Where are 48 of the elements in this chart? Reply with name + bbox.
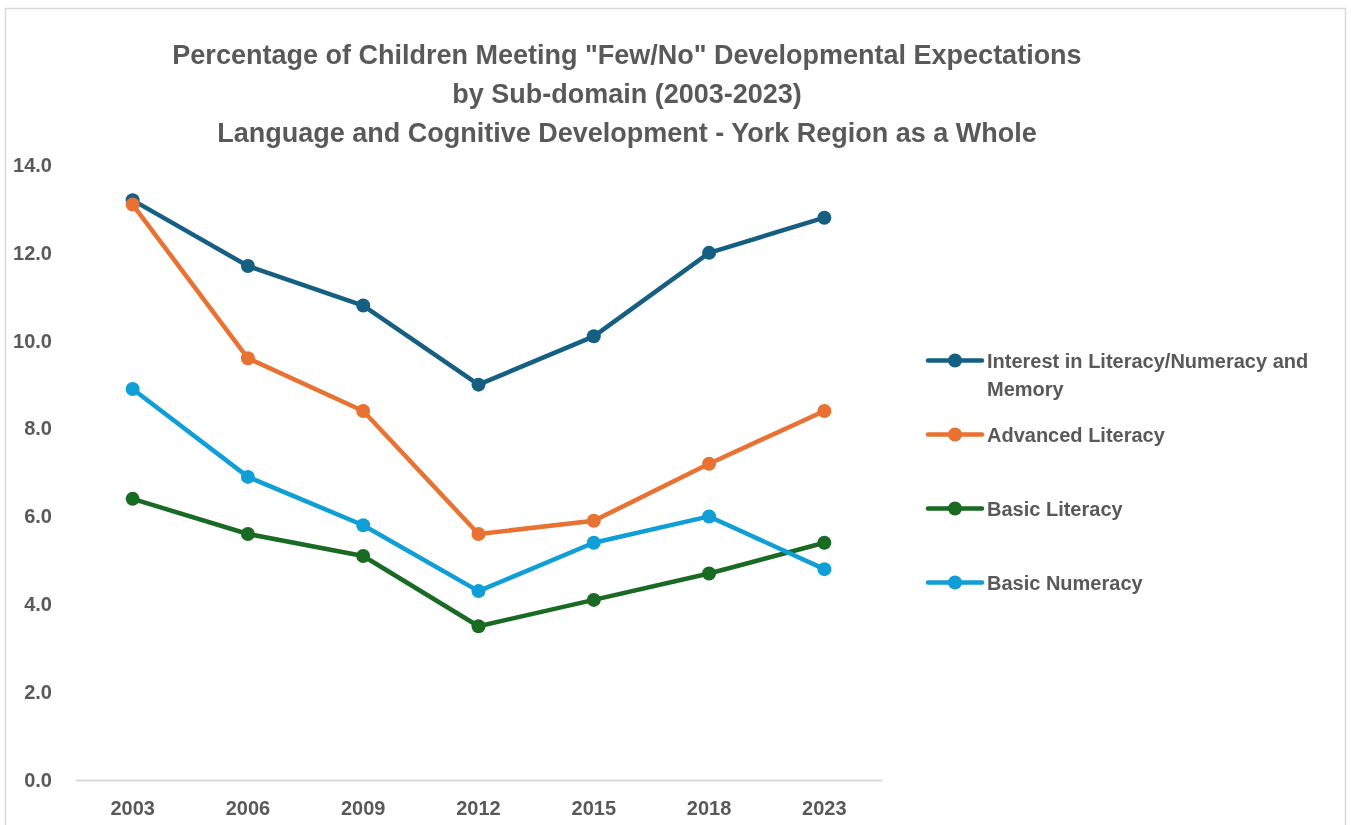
x-tick-label: 2018 (686, 797, 732, 820)
point (125, 197, 140, 212)
point (356, 548, 371, 563)
y-tick-label: 4.0 (24, 593, 52, 616)
y-tick-label: 2.0 (24, 681, 52, 704)
y-tick-label: 0.0 (24, 768, 52, 791)
y-tick-label: 6.0 (24, 505, 52, 528)
x-tick-label: 2023 (802, 797, 847, 820)
y-tick-label: 8.0 (24, 417, 52, 440)
legend-label: Interest in Literacy/Numeracy and Memory (987, 349, 1309, 400)
point (817, 562, 832, 577)
x-tick-label: 2009 (340, 797, 386, 820)
legend-label: Basic Literacy (987, 497, 1124, 520)
point (125, 491, 140, 506)
point (471, 377, 486, 392)
legend-label: Advanced Literacy (987, 423, 1166, 446)
point (586, 513, 601, 528)
point (356, 298, 371, 313)
chart-subtitle: Language and Cognitive Development - York Region as a Whole (217, 118, 1037, 148)
chart-title: Percentage of Children Meeting "Few/No" Developmental Expectations by Sub-domain (2003-2023) (172, 40, 1082, 109)
x-tick-label: 2012 (456, 797, 501, 820)
point (586, 329, 601, 344)
point (240, 469, 255, 484)
point (356, 404, 371, 418)
point (702, 456, 717, 471)
point (471, 619, 486, 634)
x-tick-label: 2015 (571, 797, 617, 820)
point (817, 210, 832, 225)
legend-label: Basic Numeracy (987, 571, 1144, 594)
point (702, 509, 717, 524)
x-tick-label: 2006 (225, 797, 271, 820)
point (471, 527, 486, 541)
point (817, 535, 832, 550)
y-tick-label: 10.0 (13, 329, 52, 352)
y-tick-label: 12.0 (13, 241, 52, 264)
y-tick-label: 14.0 (13, 153, 52, 176)
point (240, 259, 255, 274)
point (586, 535, 601, 550)
point (471, 584, 486, 599)
point (240, 527, 255, 541)
point (817, 404, 832, 418)
point (586, 592, 601, 607)
point (702, 566, 717, 581)
point (702, 245, 717, 260)
point (125, 382, 140, 397)
x-tick-label: 2003 (110, 797, 155, 820)
point (240, 351, 255, 366)
point (356, 518, 371, 533)
